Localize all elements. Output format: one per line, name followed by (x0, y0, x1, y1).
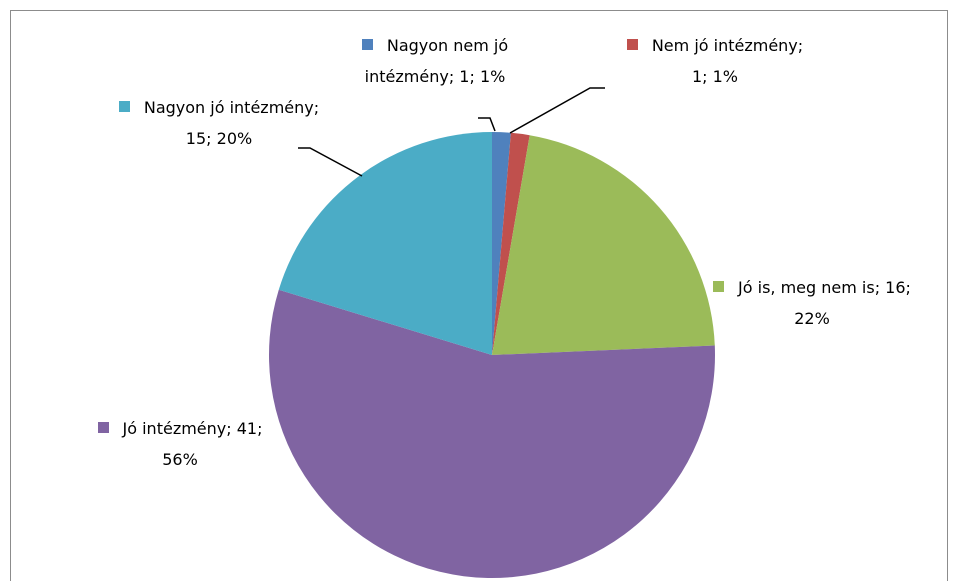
data-label: Jó intézmény; 41; 56% (80, 413, 280, 475)
label-text: Nagyon jó intézmény; 15; 20% (143, 98, 320, 148)
leader-line (298, 147, 363, 177)
label-text: Nagyon nem jó intézmény; 1; 1% (364, 36, 509, 86)
label-text: Jó is, meg nem is; 16; 22% (738, 278, 911, 328)
pie-slice (492, 135, 715, 355)
pie-slice (492, 132, 511, 355)
label-text: Jó intézmény; 41; 56% (122, 419, 263, 469)
label-swatch (118, 101, 130, 112)
label-swatch (713, 281, 725, 292)
pie-slice (269, 289, 715, 578)
leader-line (478, 117, 496, 132)
pie-slice (278, 132, 492, 355)
data-label: Nagyon nem jó intézmény; 1; 1% (340, 30, 530, 92)
leader-line (509, 87, 605, 134)
label-text: Nem jó intézmény; 1; 1% (651, 36, 804, 86)
chart-frame (10, 10, 948, 581)
data-label: Nagyon jó intézmény; 15; 20% (114, 92, 324, 154)
pie-slice (492, 132, 530, 355)
label-swatch (626, 39, 638, 50)
data-label: Jó is, meg nem is; 16; 22% (712, 272, 912, 334)
label-swatch (97, 422, 109, 433)
label-swatch (361, 39, 373, 50)
data-label: Nem jó intézmény; 1; 1% (620, 30, 810, 92)
